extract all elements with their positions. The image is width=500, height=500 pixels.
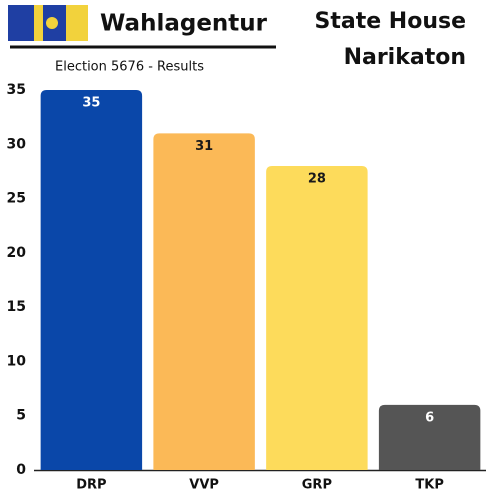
x-tick-label: GRP [302,478,332,493]
chart-title: Narikaton [344,45,466,70]
brand-name: Wahlagentur [100,11,268,37]
flag-emblem [46,17,58,29]
chart-title: State House [314,9,466,34]
y-tick-label: 35 [7,82,26,98]
y-tick-label: 20 [7,245,27,261]
y-tick-label: 10 [7,353,27,369]
x-tick-label: DRP [76,478,106,493]
bar [153,133,255,470]
value-label: 6 [425,410,434,425]
y-tick-label: 0 [16,462,26,478]
flag-stripe [34,5,43,41]
bar [378,404,481,470]
y-tick-label: 15 [7,299,26,315]
flag-stripe [66,5,88,41]
value-label: 35 [82,96,100,111]
bar [266,166,368,470]
x-tick-label: TKP [415,478,443,493]
y-tick-label: 5 [16,408,26,424]
y-tick-label: 30 [7,136,27,152]
bar [40,90,143,470]
value-label: 28 [308,172,326,187]
y-tick-label: 25 [7,191,26,207]
flag-logo [8,5,88,41]
value-label: 31 [195,139,213,154]
chart-subtitle: Election 5676 - Results [55,60,204,75]
x-tick-label: VVP [189,478,219,493]
